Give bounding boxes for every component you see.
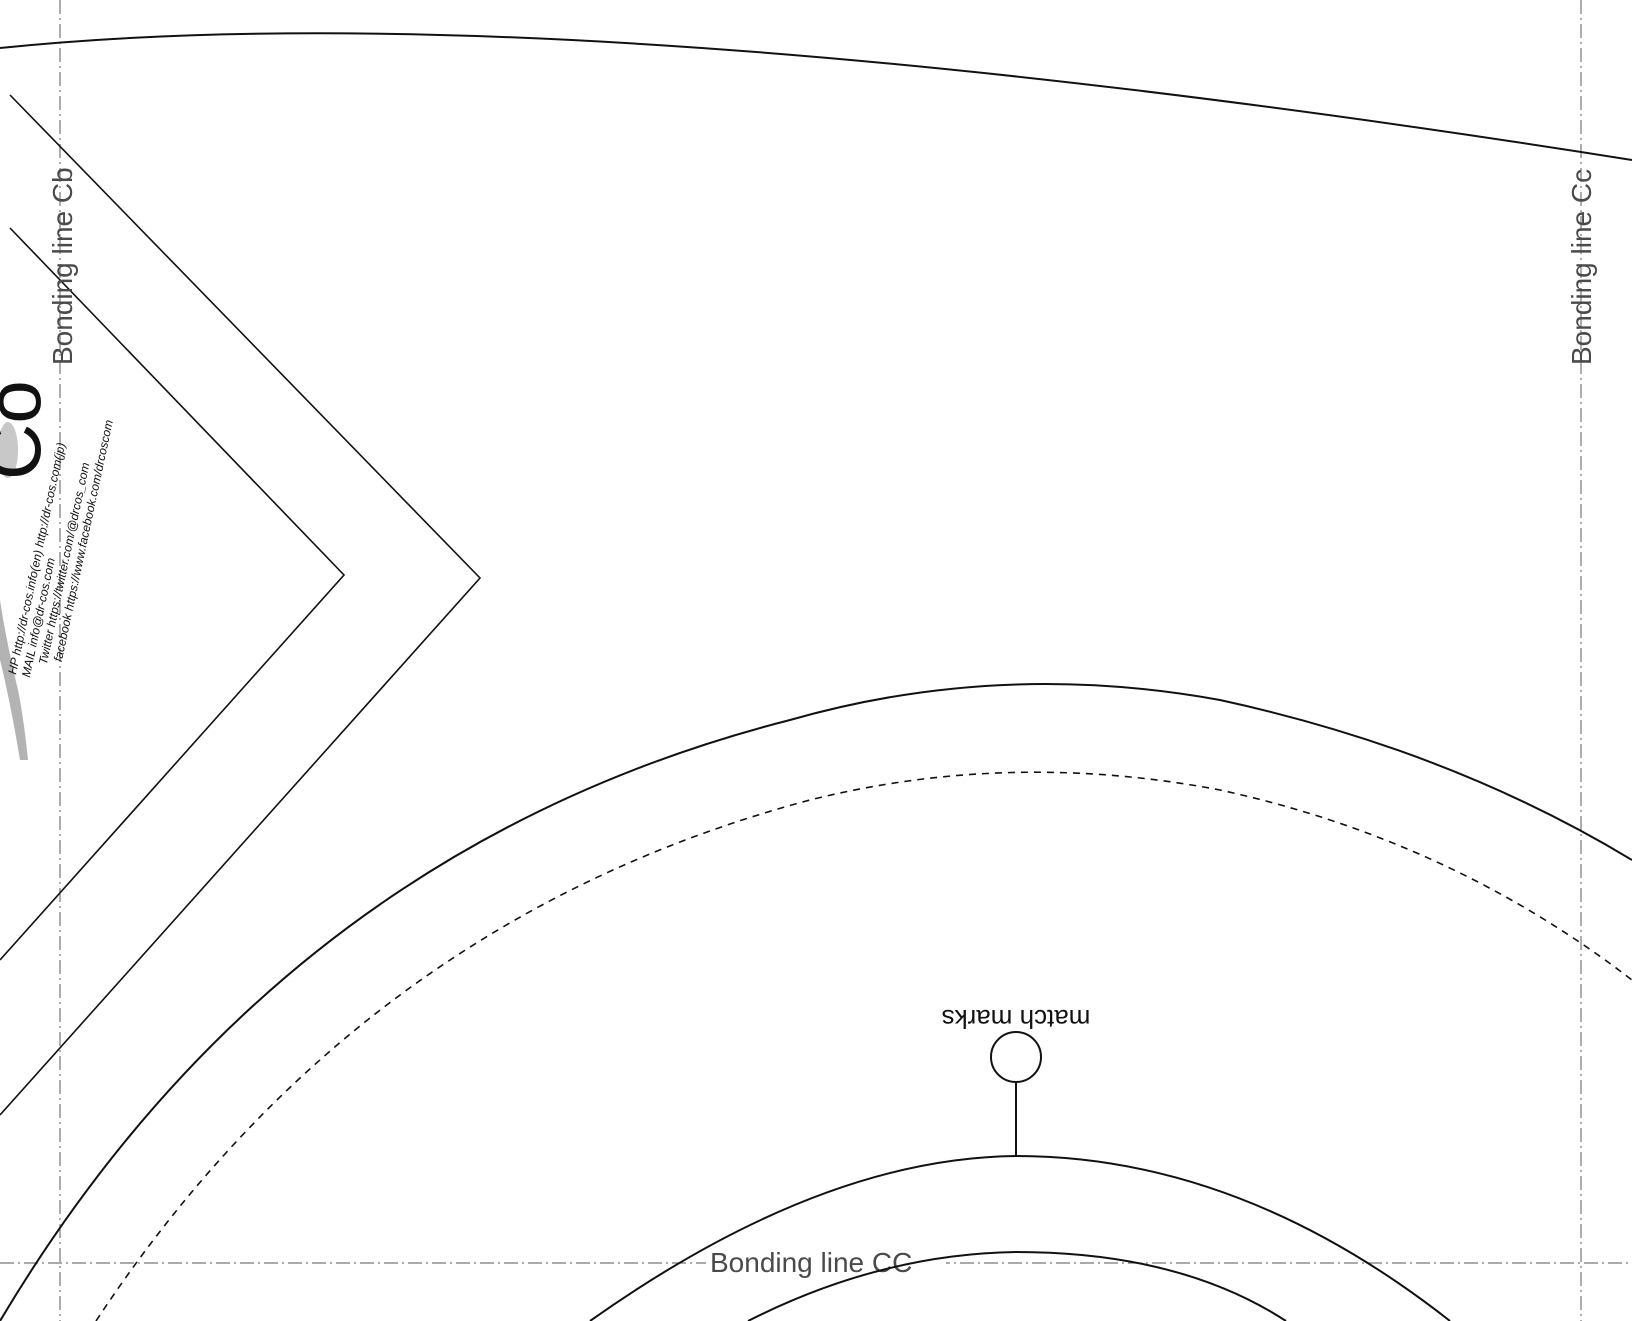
- bonding-line-cc-bottom-label-bg: [706, 1247, 946, 1279]
- inner-arc-2: [747, 1250, 1287, 1321]
- match-mark: match marks: [942, 1004, 1091, 1156]
- logo-text: Co: [0, 380, 57, 480]
- logo-circle-icon: [0, 422, 18, 478]
- bonding-line-cb-label: Bonding line Cb: [47, 167, 78, 365]
- inner-arc-1: [589, 1154, 1451, 1321]
- brand-logo: Co: [0, 380, 57, 760]
- match-mark-circle-icon: [990, 1031, 1042, 1083]
- lower-dashed-arc: [95, 771, 1632, 1321]
- logo-swoosh-icon: [0, 600, 28, 760]
- chevron-strips: [0, 94, 482, 1116]
- match-marks-label: match marks: [942, 1004, 1091, 1034]
- chevron-outer: [0, 94, 482, 1116]
- outer-top-arc: [0, 32, 1632, 161]
- bonding-line-cc-label: Bonding line Cc: [1566, 169, 1597, 365]
- chevron-inner: [0, 227, 346, 961]
- bonding-line-cc-bottom-label: Bonding line CC: [710, 1247, 912, 1278]
- lower-outer-arc: [0, 683, 1632, 1321]
